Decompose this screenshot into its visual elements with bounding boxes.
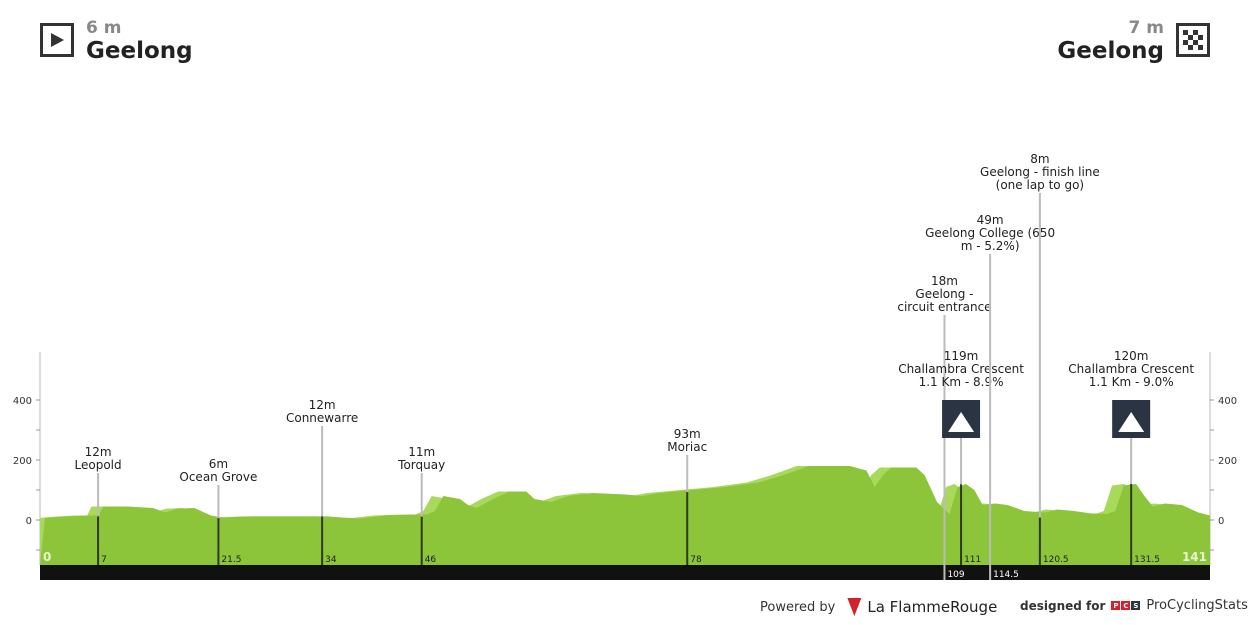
km-label: 131.5 [1134, 555, 1160, 565]
marker-altitude: 12m [85, 445, 112, 459]
start-altitude: 6 m [86, 18, 122, 38]
marker-name: 1.1 Km - 8.9% [919, 375, 1004, 389]
profile-area [40, 466, 1210, 565]
marker-name: Moriac [667, 440, 707, 454]
marker-name: Ocean Grove [179, 470, 257, 484]
mountain-icon [1118, 412, 1145, 432]
y-tick-label-left: 0 [26, 516, 32, 527]
marker-altitude: 119m [944, 349, 979, 363]
designed-for: designed for P C S ProCyclingStats [1020, 598, 1248, 613]
marker-name: Geelong - [915, 287, 973, 301]
marker-altitude: 8m [1030, 152, 1049, 166]
end-km-label: 141 [1182, 550, 1207, 564]
mountain-icon [948, 412, 975, 432]
marker-name: Geelong College (650 [925, 226, 1055, 240]
distance-bar [40, 565, 1210, 580]
marker-altitude: 18m [931, 274, 958, 288]
km-label: 7 [101, 555, 107, 565]
marker-name: 1.1 Km - 9.0% [1089, 375, 1174, 389]
pcs-letter: C [1121, 601, 1131, 610]
km-label: 21.5 [221, 555, 241, 565]
km-label: 78 [690, 555, 702, 565]
km-label: 111 [964, 555, 981, 565]
marker-name: (one lap to go) [996, 178, 1084, 192]
km-label: 120.5 [1043, 555, 1069, 565]
km-label: 46 [425, 555, 437, 565]
marker-name: Torquay [397, 458, 445, 472]
marker-altitude: 49m [977, 213, 1004, 227]
start-km-label: 0 [43, 550, 51, 564]
checkered-flag-icon [1176, 23, 1210, 57]
finish-altitude: 7 m [1128, 18, 1164, 38]
y-tick-label-right: 200 [1218, 456, 1237, 467]
marker-name: Challambra Crescent [898, 362, 1024, 376]
y-tick-label-left: 200 [13, 456, 32, 467]
marker-name: Connewarre [286, 411, 358, 425]
start-name: Geelong [86, 38, 193, 64]
marker-altitude: 12m [309, 398, 336, 412]
pcs-logo-icon: P C S [1111, 601, 1141, 610]
designed-for-label: designed for [1020, 598, 1106, 613]
powered-by-label: Powered by [760, 599, 836, 615]
finish-header: 7 m Geelong [1057, 18, 1210, 64]
marker-name: circuit entrance [897, 300, 991, 314]
y-tick-label-right: 0 [1218, 516, 1224, 527]
marker-name: m - 5.2%) [961, 239, 1020, 253]
km-label: 109 [947, 570, 964, 580]
finish-name: Geelong [1057, 38, 1164, 64]
play-start-icon [40, 23, 74, 57]
start-header: 6 m Geelong [40, 18, 193, 64]
pcs-name: ProCyclingStats [1146, 598, 1248, 613]
marker-name: Geelong - finish line [980, 165, 1100, 179]
y-tick-label-right: 400 [1218, 396, 1237, 407]
powered-by: Powered by La FlammeRouge [760, 598, 997, 616]
marker-altitude: 93m [674, 427, 701, 441]
marker-name: Leopold [75, 458, 122, 472]
marker-altitude: 120m [1114, 349, 1149, 363]
pcs-letter: P [1111, 601, 1121, 610]
flamme-rouge-logo-icon [847, 598, 862, 616]
km-label: 34 [325, 555, 337, 565]
marker-altitude: 6m [209, 457, 228, 471]
marker-altitude: 11m [408, 445, 435, 459]
brand-name: La FlammeRouge [867, 598, 998, 616]
km-label: 114.5 [993, 570, 1019, 580]
y-tick-label-left: 400 [13, 396, 32, 407]
marker-name: Challambra Crescent [1068, 362, 1194, 376]
pcs-letter: S [1131, 601, 1141, 610]
